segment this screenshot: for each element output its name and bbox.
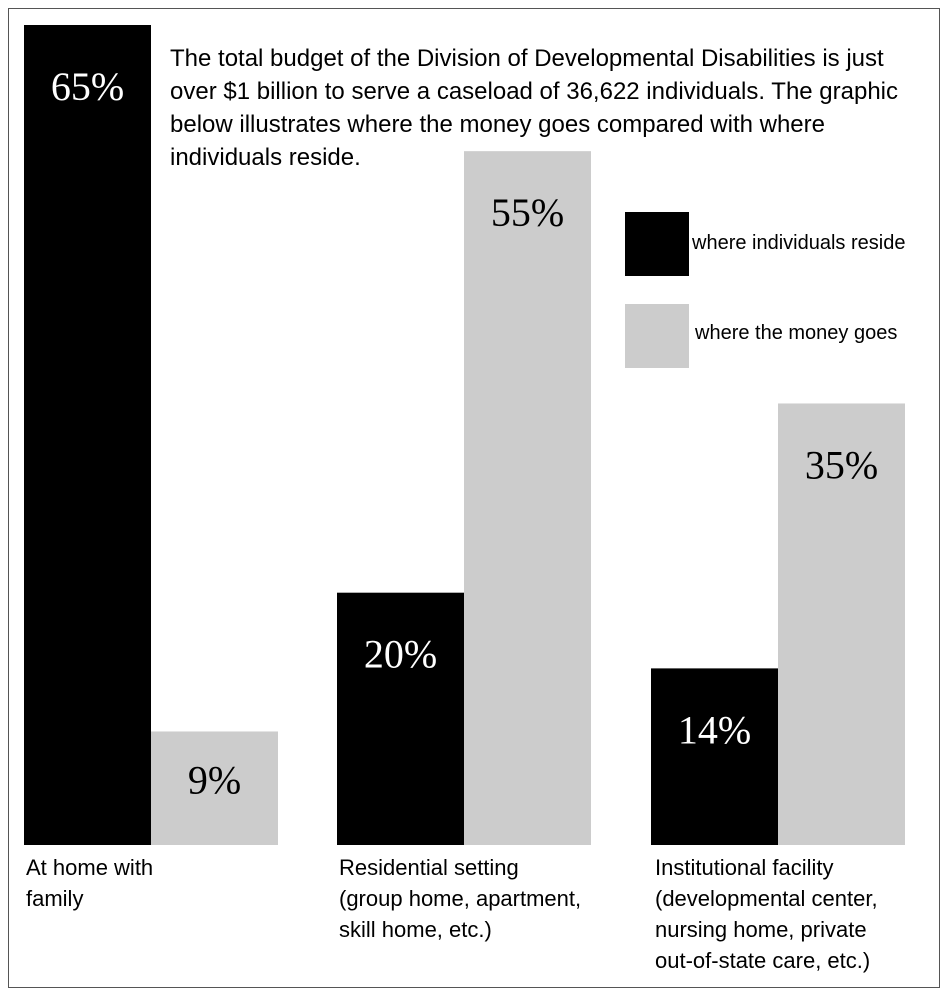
- bar-money-2: [778, 403, 905, 845]
- data-label-money-1: 55%: [491, 190, 564, 235]
- bar-money-0: [151, 731, 278, 845]
- data-label-money-2: 35%: [805, 442, 878, 487]
- category-label-2: Institutional facility (developmental ce…: [655, 855, 878, 973]
- bars-group: 65% 9% 20% 55% 14% 35%: [24, 25, 905, 846]
- category-label-1: Residential setting (group home, apartme…: [339, 855, 582, 942]
- bar-reside-2: [651, 668, 778, 845]
- data-label-reside-0: 65%: [51, 64, 124, 109]
- legend: [625, 212, 689, 368]
- data-label-money-0: 9%: [188, 757, 241, 802]
- legend-label-0: where individuals reside: [692, 232, 906, 254]
- bar-reside-1: [337, 592, 464, 845]
- bar-money-1: [464, 151, 591, 846]
- data-label-reside-1: 20%: [364, 632, 437, 677]
- legend-label-1: where the money goes: [695, 322, 898, 344]
- data-label-reside-2: 14%: [678, 707, 751, 752]
- legend-swatch-0: [625, 212, 689, 276]
- legend-swatch-1: [625, 304, 689, 368]
- category-label-0: At home with family: [26, 855, 154, 911]
- bar-reside-0: [24, 25, 151, 845]
- intro-text: The total budget of the Division of Deve…: [170, 45, 899, 171]
